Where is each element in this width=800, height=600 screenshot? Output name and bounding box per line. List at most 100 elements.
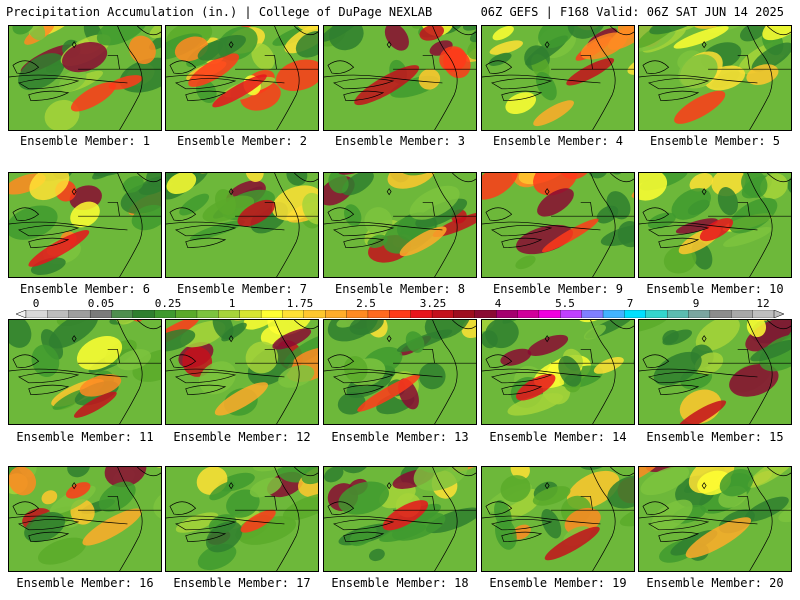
coastline-outline	[610, 173, 634, 183]
precip-core	[214, 382, 268, 416]
precip-blob	[29, 173, 70, 201]
precip-blob	[413, 467, 469, 491]
precip-blob	[295, 31, 318, 58]
ensemble-member-label: Ensemble Member: 16	[16, 576, 154, 590]
precip-core	[674, 90, 726, 124]
precip-blob	[379, 524, 427, 543]
precip-blob	[695, 320, 740, 351]
location-marker	[544, 41, 550, 49]
ensemble-map-2	[165, 25, 319, 131]
coastline-outline	[642, 207, 670, 221]
coastline-outline	[264, 349, 277, 364]
coastline-outline	[107, 349, 120, 364]
precip-blob	[116, 349, 152, 371]
precip-blob	[778, 504, 791, 523]
precip-blob	[9, 467, 37, 496]
coastline-outline	[17, 519, 80, 531]
ensemble-map-7	[165, 172, 319, 278]
coastline-outline	[174, 225, 237, 237]
ensemble-member-label: Ensemble Member: 15	[646, 430, 784, 444]
precip-core	[240, 509, 276, 533]
precip-core	[541, 218, 599, 253]
coastline-outline	[422, 349, 435, 364]
coastline-outline	[9, 368, 128, 378]
precip-blob	[146, 173, 161, 188]
colorbar-tick-label: 0.05	[87, 297, 115, 310]
coastline-outline	[107, 55, 120, 70]
precip-blob	[649, 26, 704, 35]
precip-blob	[41, 490, 58, 505]
precip-blob	[260, 326, 282, 346]
precip-core	[544, 526, 600, 561]
precip-core	[70, 82, 116, 112]
precip-blob	[717, 187, 739, 216]
location-marker	[544, 482, 550, 490]
precip-blob	[214, 189, 236, 216]
coastline-outline	[610, 467, 634, 477]
coastline-outline	[294, 467, 318, 477]
ensemble-member-label: Ensemble Member: 17	[173, 576, 311, 590]
coastline-outline	[485, 207, 513, 221]
precip-blob	[651, 499, 693, 532]
colorbar-swatch	[25, 310, 48, 318]
coastline-outline	[166, 515, 285, 525]
ensemble-map-15	[638, 319, 792, 425]
coastline-outline	[324, 368, 443, 378]
colorbar-left-arrow	[16, 310, 27, 318]
precip-blob	[745, 320, 791, 352]
coastline-outline	[737, 496, 750, 511]
precip-core	[28, 230, 90, 267]
precip-blob	[328, 173, 349, 194]
precip-blob	[369, 548, 385, 562]
coastline-outline	[767, 467, 791, 477]
precip-blob	[336, 320, 362, 328]
coastline-outline	[485, 60, 513, 74]
coastline-outline	[28, 237, 70, 248]
precip-blob	[747, 467, 791, 488]
coastline-outline	[767, 320, 791, 330]
colorbar-tick-label: 1	[228, 297, 236, 310]
precip-blob	[67, 467, 90, 478]
coastline-outline	[767, 26, 791, 36]
coastline-outline	[343, 531, 385, 542]
coastline-outline	[332, 519, 395, 531]
coastline-outline	[107, 496, 120, 511]
ensemble-map-13	[323, 319, 477, 425]
colorbar-tick-label: 4	[494, 297, 502, 310]
precip-blob	[175, 512, 219, 533]
precip-blob	[424, 320, 471, 340]
coastline-outline	[482, 368, 601, 378]
coastline-outline	[501, 531, 543, 542]
precip-blob	[349, 320, 384, 336]
coastline-outline	[485, 501, 513, 515]
coastline-outline	[501, 90, 543, 101]
coastline-outline	[658, 384, 700, 395]
colorbar-swatch	[132, 310, 155, 318]
precip-blob	[58, 69, 87, 93]
location-marker	[701, 335, 707, 343]
coastline-outline	[17, 78, 80, 90]
ensemble-member-label: Ensemble Member: 1	[19, 134, 151, 148]
coastline-outline	[274, 467, 300, 571]
coastline-outline	[422, 55, 435, 70]
precip-blob	[750, 339, 791, 362]
precip-blob	[619, 502, 634, 527]
coastline-outline	[432, 173, 458, 277]
precip-blob	[653, 351, 702, 386]
coastline-outline	[327, 354, 355, 368]
coastline-outline	[590, 320, 616, 424]
precip-core	[237, 199, 276, 227]
coastline-outline	[490, 372, 553, 384]
colorbar-swatch	[517, 310, 540, 318]
coastline-outline	[767, 173, 791, 183]
precip-blob	[606, 191, 631, 220]
precip-blob	[533, 173, 578, 196]
location-marker	[544, 188, 550, 196]
coastline-outline	[590, 26, 616, 130]
precip-blob	[760, 173, 788, 200]
ensemble-member-label: Ensemble Member: 14	[489, 430, 627, 444]
coastline-outline	[642, 60, 670, 74]
colorbar-swatch	[410, 310, 433, 318]
coastline-outline	[137, 467, 161, 477]
coastline-outline	[185, 90, 227, 101]
